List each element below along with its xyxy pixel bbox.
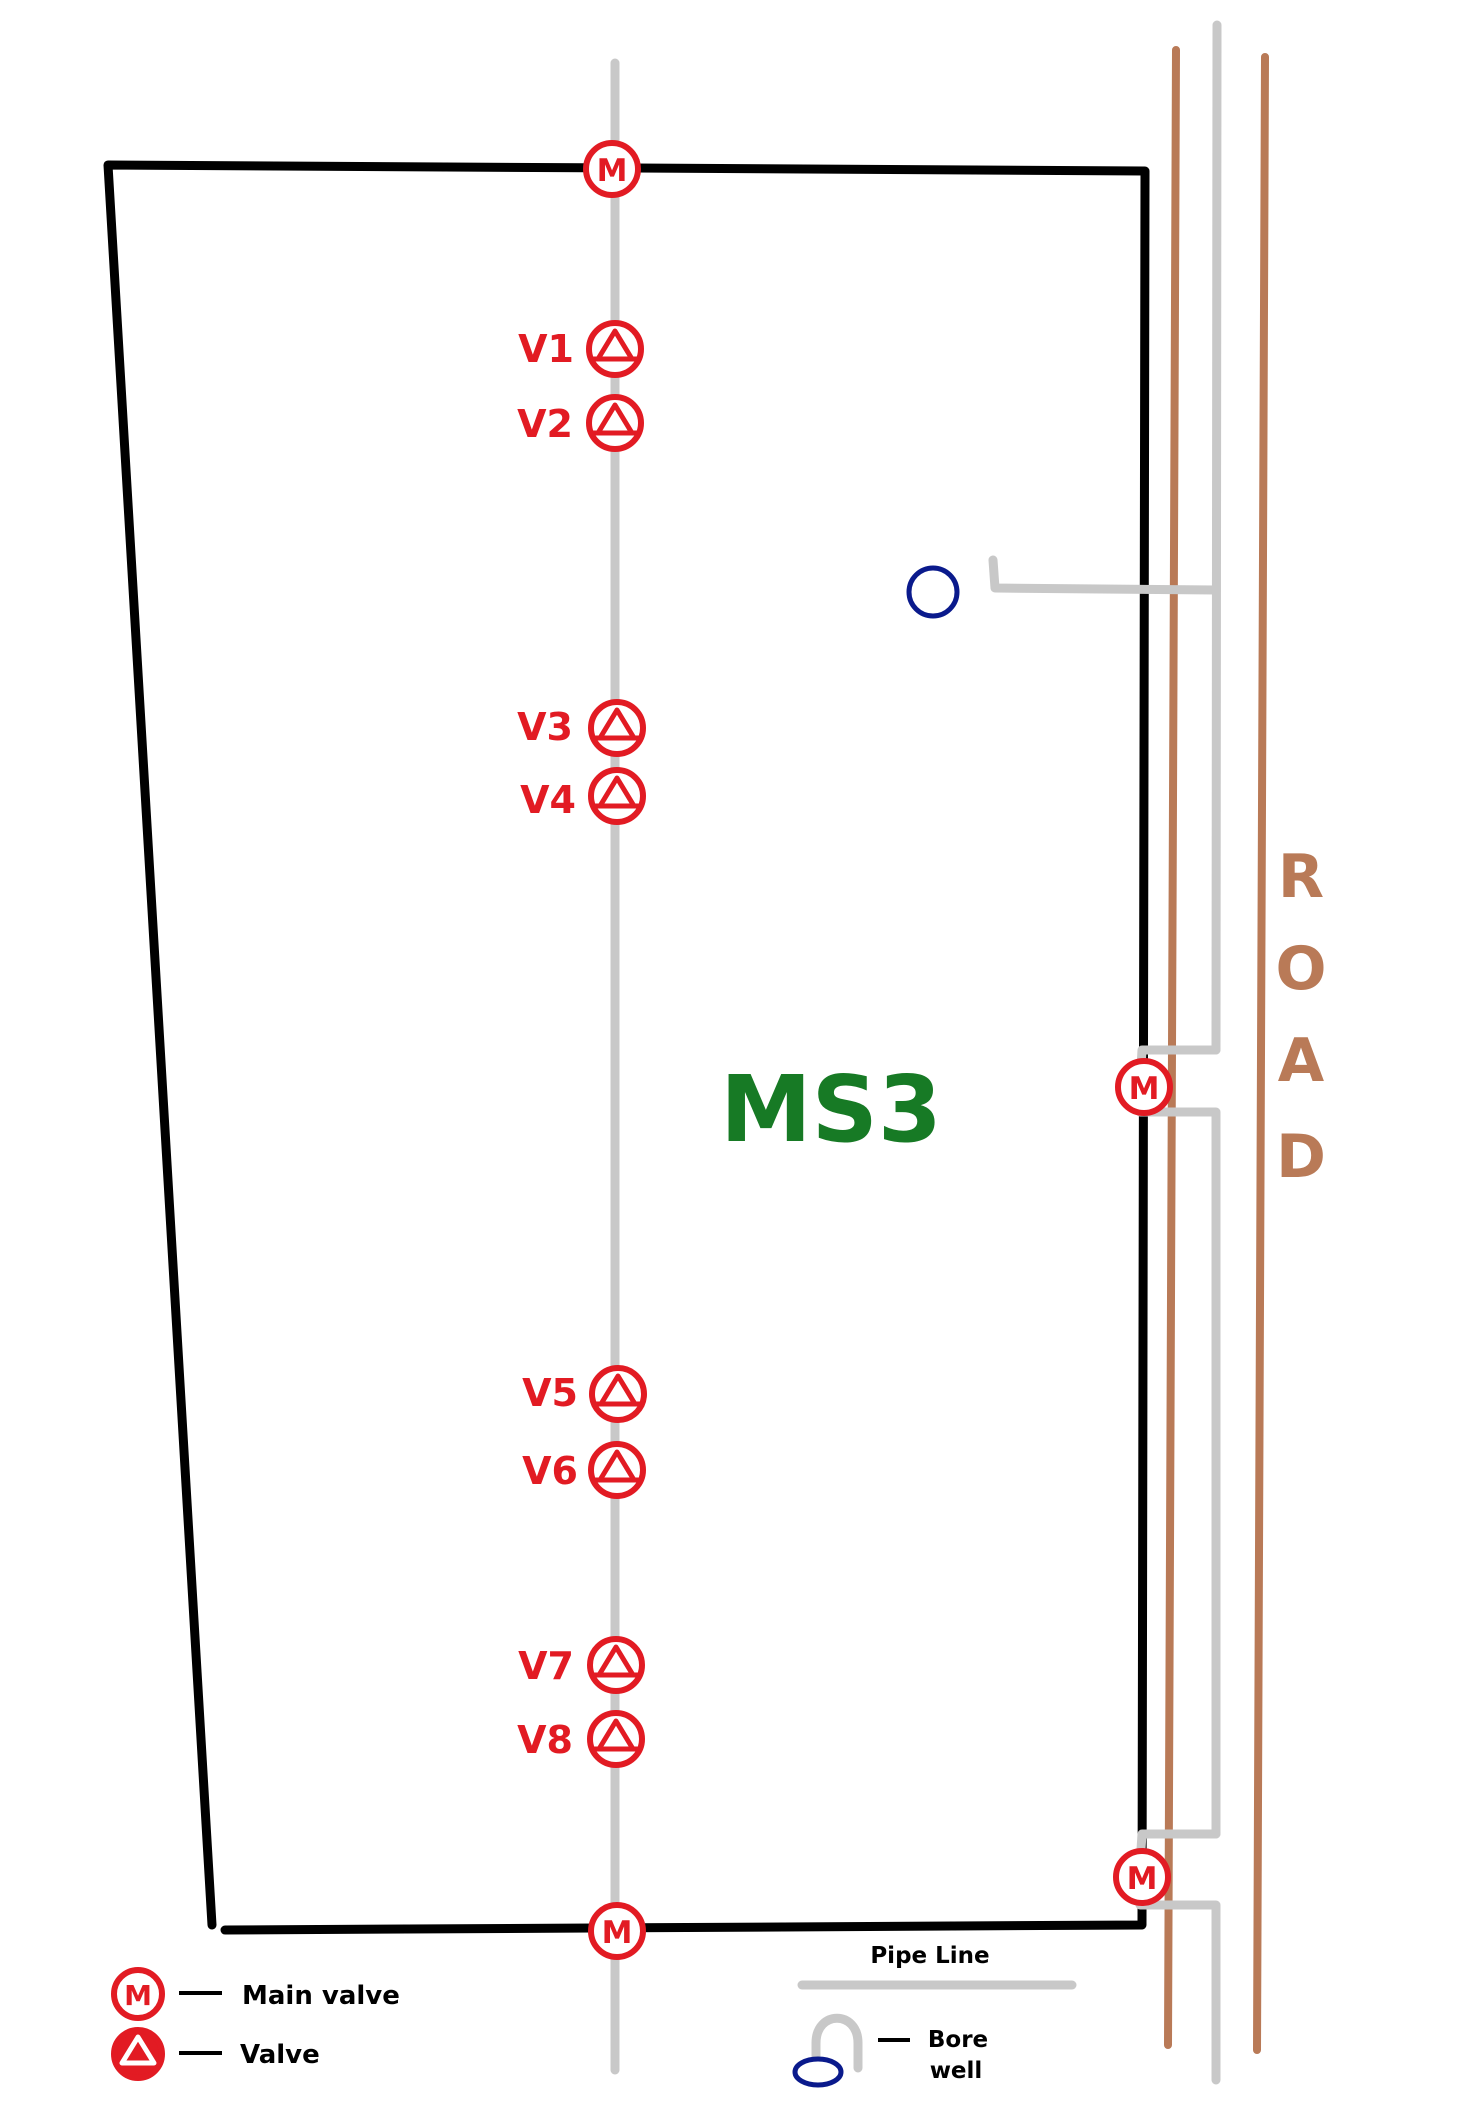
legend-main-valve: M Main valve — [111, 1967, 400, 2021]
valves: V1 V2 V3 V4 V5 — [517, 320, 647, 1768]
main-valve-top: M — [583, 140, 641, 198]
valve-v2: V2 — [517, 394, 644, 452]
valve-v6: V6 — [522, 1441, 646, 1499]
main-valve-letter: M — [124, 1979, 152, 2012]
bore-well-icon — [906, 565, 960, 619]
valve-v3: V3 — [517, 699, 646, 757]
main-valve-letter: M — [597, 153, 628, 189]
main-valves: M M M M — [583, 140, 1173, 1960]
bore-well-pipe — [988, 555, 1221, 595]
pipe-network — [610, 20, 1222, 2085]
valve-label: V1 — [518, 327, 574, 371]
road-pipe-line — [1211, 20, 1222, 1055]
valve-v7: V7 — [518, 1636, 645, 1694]
valve-label: V7 — [518, 1644, 574, 1688]
road-letter: R — [1278, 842, 1324, 912]
legend-bore-well-icon — [792, 2056, 844, 2088]
main-valve-letter: M — [1129, 1071, 1160, 1107]
field-boundary — [103, 160, 1150, 1935]
main-valve-letter: M — [602, 1915, 633, 1951]
valve-label: V3 — [517, 705, 573, 749]
legend-bore-pipe — [811, 2013, 863, 2073]
field-label: MS3 — [720, 1056, 942, 1163]
legend-bore-well: Bore well — [878, 2027, 988, 2084]
valve-v5: V5 — [522, 1365, 647, 1423]
main-valve-icon — [111, 1967, 165, 2021]
valve-triangle-icon — [119, 2034, 157, 2066]
pipe-bypass-upper — [1135, 1045, 1221, 1839]
valve-label: V4 — [520, 778, 576, 822]
main-valve-bottom: M — [588, 1902, 646, 1960]
legend-valve: Valve — [111, 2027, 320, 2081]
legend: M Main valve Valve Pipe Line Bore well — [111, 1943, 990, 2084]
road-edge-right — [1253, 53, 1269, 2054]
valve-label: V6 — [522, 1449, 578, 1493]
legend-valve-label: Valve — [240, 2040, 320, 2070]
legend-main-valve-label: Main valve — [242, 1981, 400, 2011]
legend-bore-well-label-line2: well — [930, 2058, 983, 2084]
valve-v8: V8 — [517, 1710, 645, 1768]
legend-bore-well-label-line1: Bore — [928, 2027, 988, 2053]
road-letter: O — [1275, 934, 1326, 1004]
road-letter: D — [1276, 1122, 1326, 1192]
main-valve-right-lower: M — [1113, 1848, 1171, 1906]
valve-icon — [111, 2027, 165, 2081]
valve-label: V2 — [517, 402, 573, 446]
main-valve-letter: M — [1127, 1861, 1158, 1897]
legend-pipe-line-label: Pipe Line — [870, 1943, 989, 1969]
valve-v4: V4 — [520, 767, 646, 825]
valve-label: V8 — [517, 1718, 573, 1762]
valve-label: V5 — [522, 1371, 578, 1415]
road-letter: A — [1278, 1026, 1325, 1096]
valve-v1: V1 — [518, 320, 644, 378]
main-valve-right-upper: M — [1115, 1058, 1173, 1116]
road-label: R O A D — [1275, 842, 1326, 1192]
